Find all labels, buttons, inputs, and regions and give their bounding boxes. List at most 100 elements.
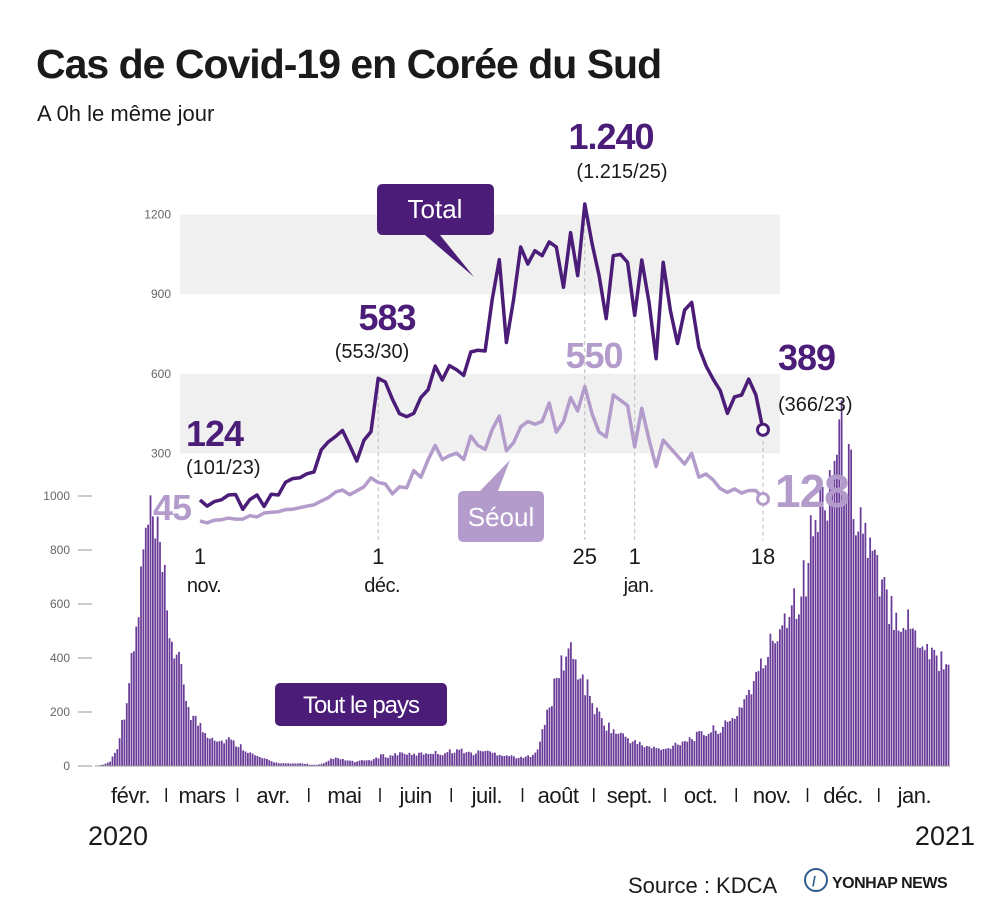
bar [394, 753, 397, 766]
bar [337, 758, 340, 766]
bar [377, 758, 380, 766]
bar [285, 763, 287, 766]
bar [330, 758, 332, 766]
bar [719, 732, 722, 766]
bar [470, 752, 473, 766]
bar [242, 750, 245, 766]
bar [688, 737, 691, 766]
legend-seoul: Séoul [458, 460, 544, 542]
bar [560, 655, 563, 766]
bar [786, 627, 788, 766]
bar [653, 746, 655, 766]
bar [755, 671, 758, 766]
bar [717, 733, 720, 766]
bar [275, 762, 278, 766]
bar [631, 741, 634, 766]
bar [536, 749, 539, 766]
bar [489, 751, 492, 766]
bar [161, 572, 164, 766]
bar [646, 746, 648, 766]
chart-subtitle: A 0h le même jour [37, 101, 214, 126]
bar [441, 755, 444, 766]
bar [698, 731, 701, 766]
bar [871, 550, 874, 766]
bar [828, 470, 831, 766]
bar [676, 744, 679, 766]
line-x-month-0: nov. [187, 575, 221, 597]
bar [624, 736, 627, 766]
line-y-tick-300: 300 [151, 446, 171, 460]
line-y-axis: 300 600 900 1200 [144, 208, 171, 461]
line-y-tick-900: 900 [151, 287, 171, 301]
bar [608, 722, 610, 766]
bar [638, 741, 641, 766]
bar [520, 756, 522, 766]
year-end-label: 2021 [915, 821, 975, 851]
bar [800, 596, 803, 766]
bar [114, 752, 116, 766]
total-value-label-1: 583 [358, 297, 415, 338]
bar [498, 754, 501, 766]
bar [159, 541, 161, 766]
bar-y-tick-0: 0 [63, 759, 70, 773]
reference-lines [377, 208, 764, 540]
bar [235, 746, 237, 766]
bar [895, 612, 898, 766]
bar [434, 751, 437, 766]
legend-seoul-box [458, 460, 544, 542]
seoul-endpoint-marker [756, 491, 770, 506]
bar [543, 724, 546, 766]
bar [306, 763, 309, 766]
bar [593, 714, 596, 766]
bar [427, 754, 430, 766]
bar [280, 763, 283, 766]
bar [327, 760, 330, 766]
bar [916, 647, 919, 766]
bar [831, 476, 834, 766]
bar [762, 668, 765, 766]
legend-national-box [275, 683, 447, 726]
series-line-total [198, 202, 765, 512]
chart-title: Cas de Covid-19 en Corée du Sud [36, 41, 661, 87]
bar [358, 760, 361, 766]
bar [425, 753, 427, 766]
bar [197, 725, 199, 766]
bar [724, 720, 727, 766]
bar [266, 758, 268, 766]
bar [102, 764, 104, 766]
bar [356, 761, 359, 766]
bar [156, 516, 159, 766]
bar [693, 741, 696, 766]
bar-x-tick-1: mars [178, 783, 225, 808]
bar [612, 729, 615, 766]
bar-x-tick-0: févr. [111, 783, 150, 808]
bar [902, 627, 905, 766]
bar [921, 646, 924, 766]
bar [244, 751, 247, 766]
bar [292, 763, 294, 766]
bar-y-tick-600: 600 [50, 597, 70, 611]
line-y-tick-600: 600 [151, 367, 171, 381]
total-sub-label-1: (553/30) [335, 341, 410, 363]
bar [320, 763, 323, 766]
bar [928, 659, 931, 766]
bar [691, 739, 693, 766]
bar [513, 756, 515, 766]
bar [558, 678, 560, 766]
bar [650, 748, 653, 766]
bar [163, 564, 166, 766]
bar [745, 695, 748, 766]
bar [935, 655, 938, 766]
bar [453, 752, 456, 766]
bar [731, 718, 734, 766]
bar [475, 753, 477, 766]
bar [926, 643, 929, 766]
bar [137, 617, 140, 766]
bar [387, 757, 389, 766]
legend-total-label: Total [408, 194, 463, 224]
bar [204, 733, 207, 766]
bar [121, 720, 123, 766]
bar [634, 740, 636, 766]
bar [845, 500, 848, 766]
